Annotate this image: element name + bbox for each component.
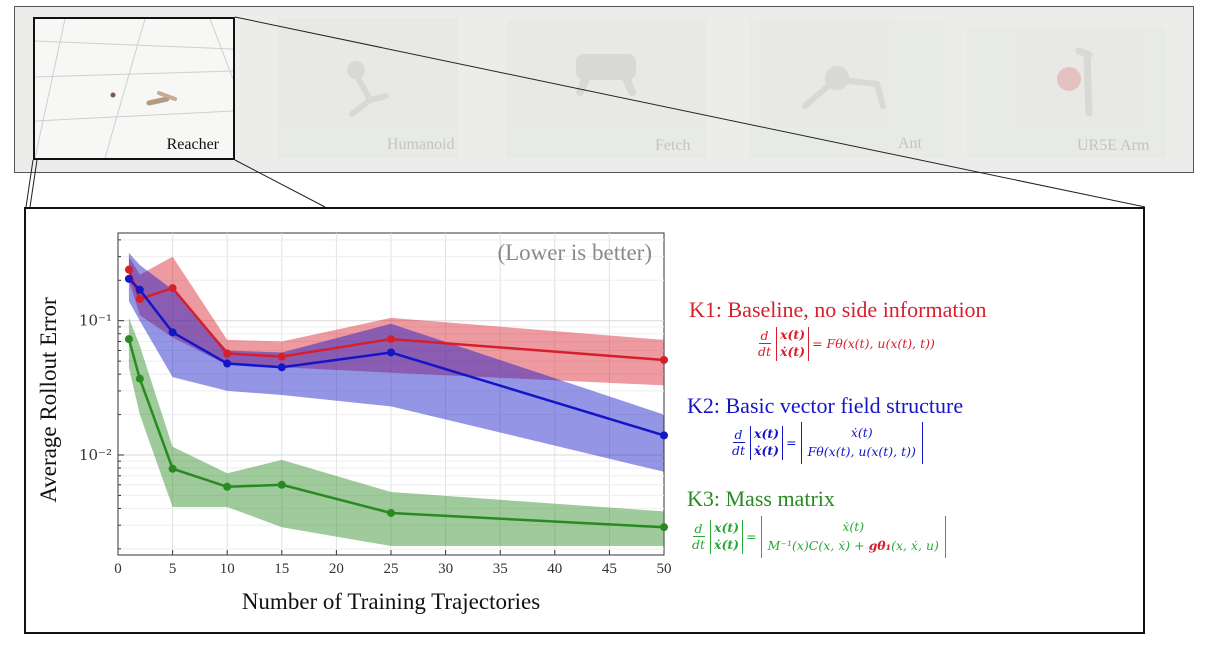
- point-k2: [277, 363, 286, 372]
- point-k3: [223, 482, 232, 491]
- legend-k3-equation: d dt x(t) ẋ(t) = ẋ(t) M⁻¹(x)C(x, ẋ) + gθ₁(x, …: [690, 516, 946, 558]
- series-points: [124, 265, 668, 532]
- legend-k2-equation: d dt x(t) ẋ(t) = ẋ(t) Fθ(x(t), u(x(t), t)): [730, 422, 923, 464]
- band-k1: [128, 256, 664, 386]
- point-k1: [277, 352, 286, 361]
- learned-term: gθ₁: [868, 537, 892, 553]
- band-k3: [128, 317, 664, 546]
- point-k1: [124, 265, 133, 274]
- uncertainty-bands: [128, 252, 664, 546]
- legend-k1-title: K1: Baseline, no side information: [689, 297, 987, 322]
- point-k3: [387, 508, 395, 517]
- x-tick-label: 35: [493, 561, 508, 577]
- derivative-operator: d dt: [692, 521, 706, 553]
- state-vector: x(t) ẋ(t): [776, 327, 810, 361]
- reacher-scene: [35, 19, 233, 158]
- point-k2: [223, 359, 232, 368]
- point-k3: [660, 523, 668, 532]
- point-k3: [277, 480, 286, 489]
- state-vector: x(t) ẋ(t): [750, 425, 784, 460]
- y-axis-label: Average Rollout Error: [36, 297, 61, 503]
- chart-annotation: (Lower is better): [497, 240, 652, 265]
- y-tick-labels: 10⁻¹ 10⁻²: [79, 312, 112, 464]
- x-tick-label: 10: [220, 561, 235, 577]
- thumbnail-reacher[interactable]: Reacher: [33, 17, 235, 160]
- x-axis-label: Number of Training Trajectories: [242, 589, 540, 614]
- point-k2: [387, 348, 395, 357]
- legend-k3-title: K3: Mass matrix: [687, 486, 835, 511]
- x-tick-label: 20: [329, 561, 344, 577]
- band-k2: [128, 252, 664, 472]
- derivative-operator: d dt: [732, 427, 746, 459]
- y-tick-label: 10⁻¹: [79, 312, 112, 330]
- x-tick-label: 30: [438, 561, 453, 577]
- point-k2: [168, 328, 177, 337]
- point-k1: [223, 349, 232, 358]
- point-k3: [124, 335, 133, 344]
- point-k2: [660, 431, 668, 440]
- thumbnail-label: Reacher: [166, 136, 219, 153]
- x-tick-label: 50: [657, 561, 672, 577]
- x-tick-label: 40: [547, 561, 562, 577]
- state-vector: x(t) ẋ(t): [710, 519, 744, 554]
- x-tick-label: 15: [274, 561, 289, 577]
- x-tick-labels: 0 5 10 15 20 25 30 35 40 45 50: [114, 561, 671, 577]
- point-k1: [168, 284, 177, 293]
- x-tick-label: 0: [114, 561, 122, 577]
- x-tick-label: 45: [602, 561, 617, 577]
- y-tick-label: 10⁻²: [79, 446, 112, 464]
- point-k3: [168, 464, 177, 473]
- reacher-arm-link: [157, 91, 177, 101]
- reacher-arm: [146, 96, 170, 106]
- x-tick-label: 5: [169, 561, 177, 577]
- x-tick-label: 25: [384, 561, 399, 577]
- derivative-operator: d dt: [758, 328, 772, 360]
- point-k2: [135, 285, 144, 294]
- point-k2: [124, 274, 133, 283]
- mass-matrix-field: ẋ(t) M⁻¹(x)C(x, ẋ) + gθ₁(x, ẋ, u): [760, 516, 946, 558]
- results-panel: [24, 207, 1145, 634]
- legend-k1-equation: d dt x(t) ẋ(t) = Fθ(x(t), u(x(t), t)): [758, 327, 935, 361]
- point-k1: [387, 335, 395, 344]
- legend-k2-title: K2: Basic vector field structure: [687, 393, 964, 418]
- reacher-target: [110, 92, 116, 98]
- point-k1: [660, 355, 668, 364]
- point-k1: [135, 295, 144, 304]
- point-k3: [135, 374, 144, 383]
- vector-field-matrix: ẋ(t) Fθ(x(t), u(x(t), t)): [800, 422, 923, 464]
